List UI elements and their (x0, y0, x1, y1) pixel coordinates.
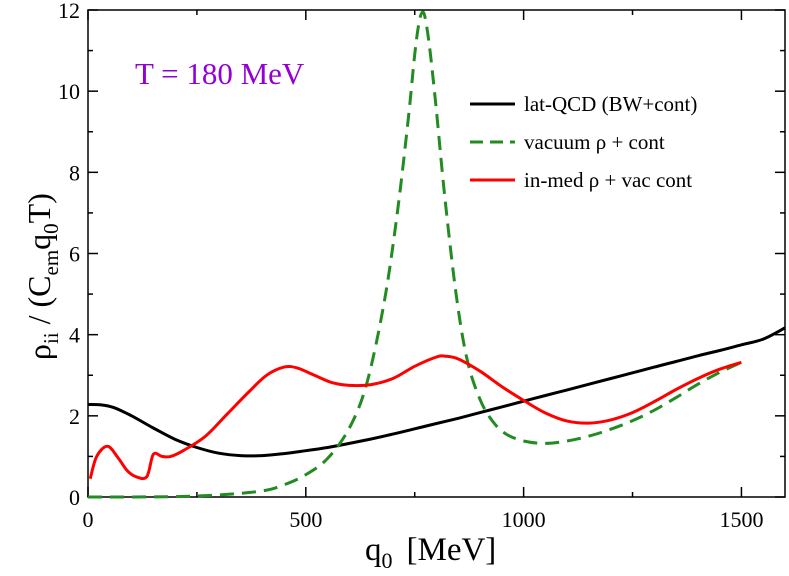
series-in-med-rho-line (88, 354, 742, 481)
y-tick-label: 6 (69, 242, 80, 267)
legend: lat-QCD (BW+cont) vacuum ρ + cont in-med… (470, 92, 697, 192)
series-vacuum-rho-line (87, 10, 743, 499)
x-axis-title-q: q (365, 532, 382, 568)
series-group (87, 10, 786, 499)
y-axis-title-end: T) (21, 193, 57, 223)
legend-label-in-med: in-med ρ + vac cont (524, 168, 692, 192)
y-axis-title-sub-0: 0 (39, 223, 63, 234)
series-lat-qcd-line (87, 326, 786, 458)
y-axis-title-sub-em: em (39, 250, 63, 276)
y-axis-title-rho: ρ (21, 344, 57, 360)
y-axis-title: ρii / (Cemq0T) (21, 193, 63, 360)
y-tick-label: 0 (69, 485, 80, 510)
x-tick-label: 1000 (502, 507, 546, 532)
legend-label-vacuum: vacuum ρ + cont (524, 130, 665, 154)
annotation-text: T = 180 MeV (135, 56, 305, 91)
y-axis-title-mid: / (C (21, 275, 57, 324)
y-tick-label: 8 (69, 160, 80, 185)
y-tick-label: 4 (69, 323, 80, 348)
x-tick-label: 500 (289, 507, 322, 532)
x-axis-title-sub: 0 (382, 548, 393, 573)
legend-label-lat-qcd: lat-QCD (BW+cont) (524, 92, 697, 116)
x-tick-label: 0 (83, 507, 94, 532)
y-tick-label: 12 (58, 0, 80, 23)
y-axis-title-q: q (21, 234, 57, 250)
y-tick-label: 10 (58, 79, 80, 104)
y-tick-label: 2 (69, 404, 80, 429)
axis-ticks: 0 500 1000 1500 0 2 4 6 8 10 12 (58, 0, 785, 532)
x-tick-label: 1500 (719, 507, 763, 532)
x-axis-title-unit: [MeV] (407, 532, 497, 568)
y-axis-title-sub-ii: ii (39, 332, 63, 344)
x-axis-title: q0 [MeV] (365, 532, 496, 573)
